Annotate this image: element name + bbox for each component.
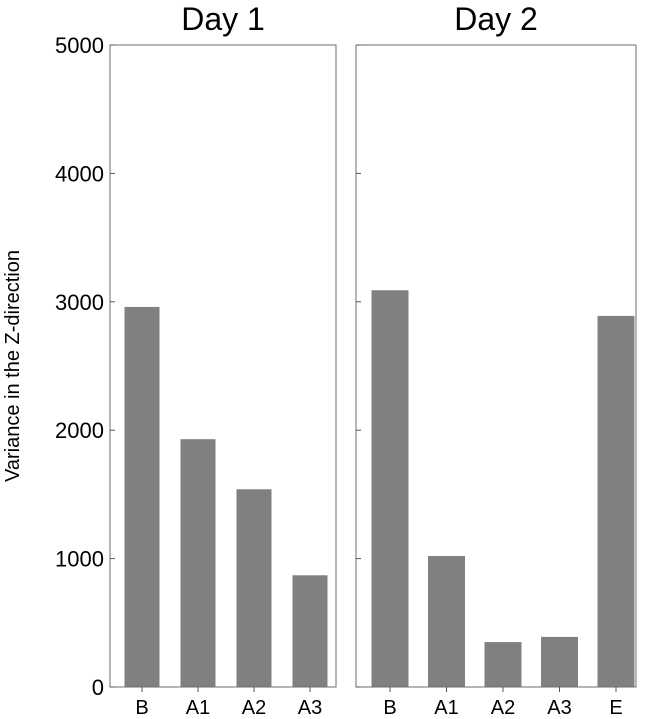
bar-b [371, 290, 409, 687]
chart-panels: Day 1 B A1 A2 A3 Day 2 B A1 A2 A3 E [109, 1, 637, 719]
bar-a3 [292, 575, 328, 687]
y-axis-label-group: Variance in the Z-direction [2, 250, 24, 482]
x-tick-label: A2 [242, 697, 266, 719]
y-tick-label: 2000 [55, 418, 104, 443]
bar-a1 [180, 439, 216, 687]
x-tick-label: A3 [298, 697, 322, 719]
panel-frame [109, 44, 337, 688]
x-tick-label: A3 [547, 697, 571, 719]
y-tick-label: 0 [92, 675, 104, 700]
bar-a1 [428, 556, 465, 687]
bar-a3 [541, 636, 578, 687]
panel-frame [355, 44, 637, 688]
y-axis-label: Variance in the Z-direction [2, 250, 24, 482]
x-tick-label: A1 [434, 697, 458, 719]
y-tick-label: 1000 [55, 547, 104, 572]
y-tick-label: 5000 [55, 33, 104, 58]
bar-a2 [236, 489, 272, 687]
x-tick-label: B [383, 697, 396, 719]
x-tick-label: A2 [491, 697, 515, 719]
x-tick-label: B [135, 697, 148, 719]
bar-e [597, 315, 635, 687]
y-tick-label: 4000 [55, 161, 104, 186]
panel-1: Day 1 B A1 A2 A3 [109, 1, 337, 719]
y-tick-label: 3000 [55, 290, 104, 315]
panel-title: Day 2 [454, 1, 538, 37]
panel-title: Day 1 [181, 1, 265, 37]
x-tick-label: E [609, 697, 622, 719]
y-axis-ticks: 0 1000 2000 3000 4000 5000 [55, 33, 104, 700]
bar-a2 [484, 642, 522, 687]
panel-2: Day 2 B A1 A2 A3 E [355, 1, 637, 719]
x-tick-label: A1 [186, 697, 210, 719]
bar-b [124, 306, 160, 687]
